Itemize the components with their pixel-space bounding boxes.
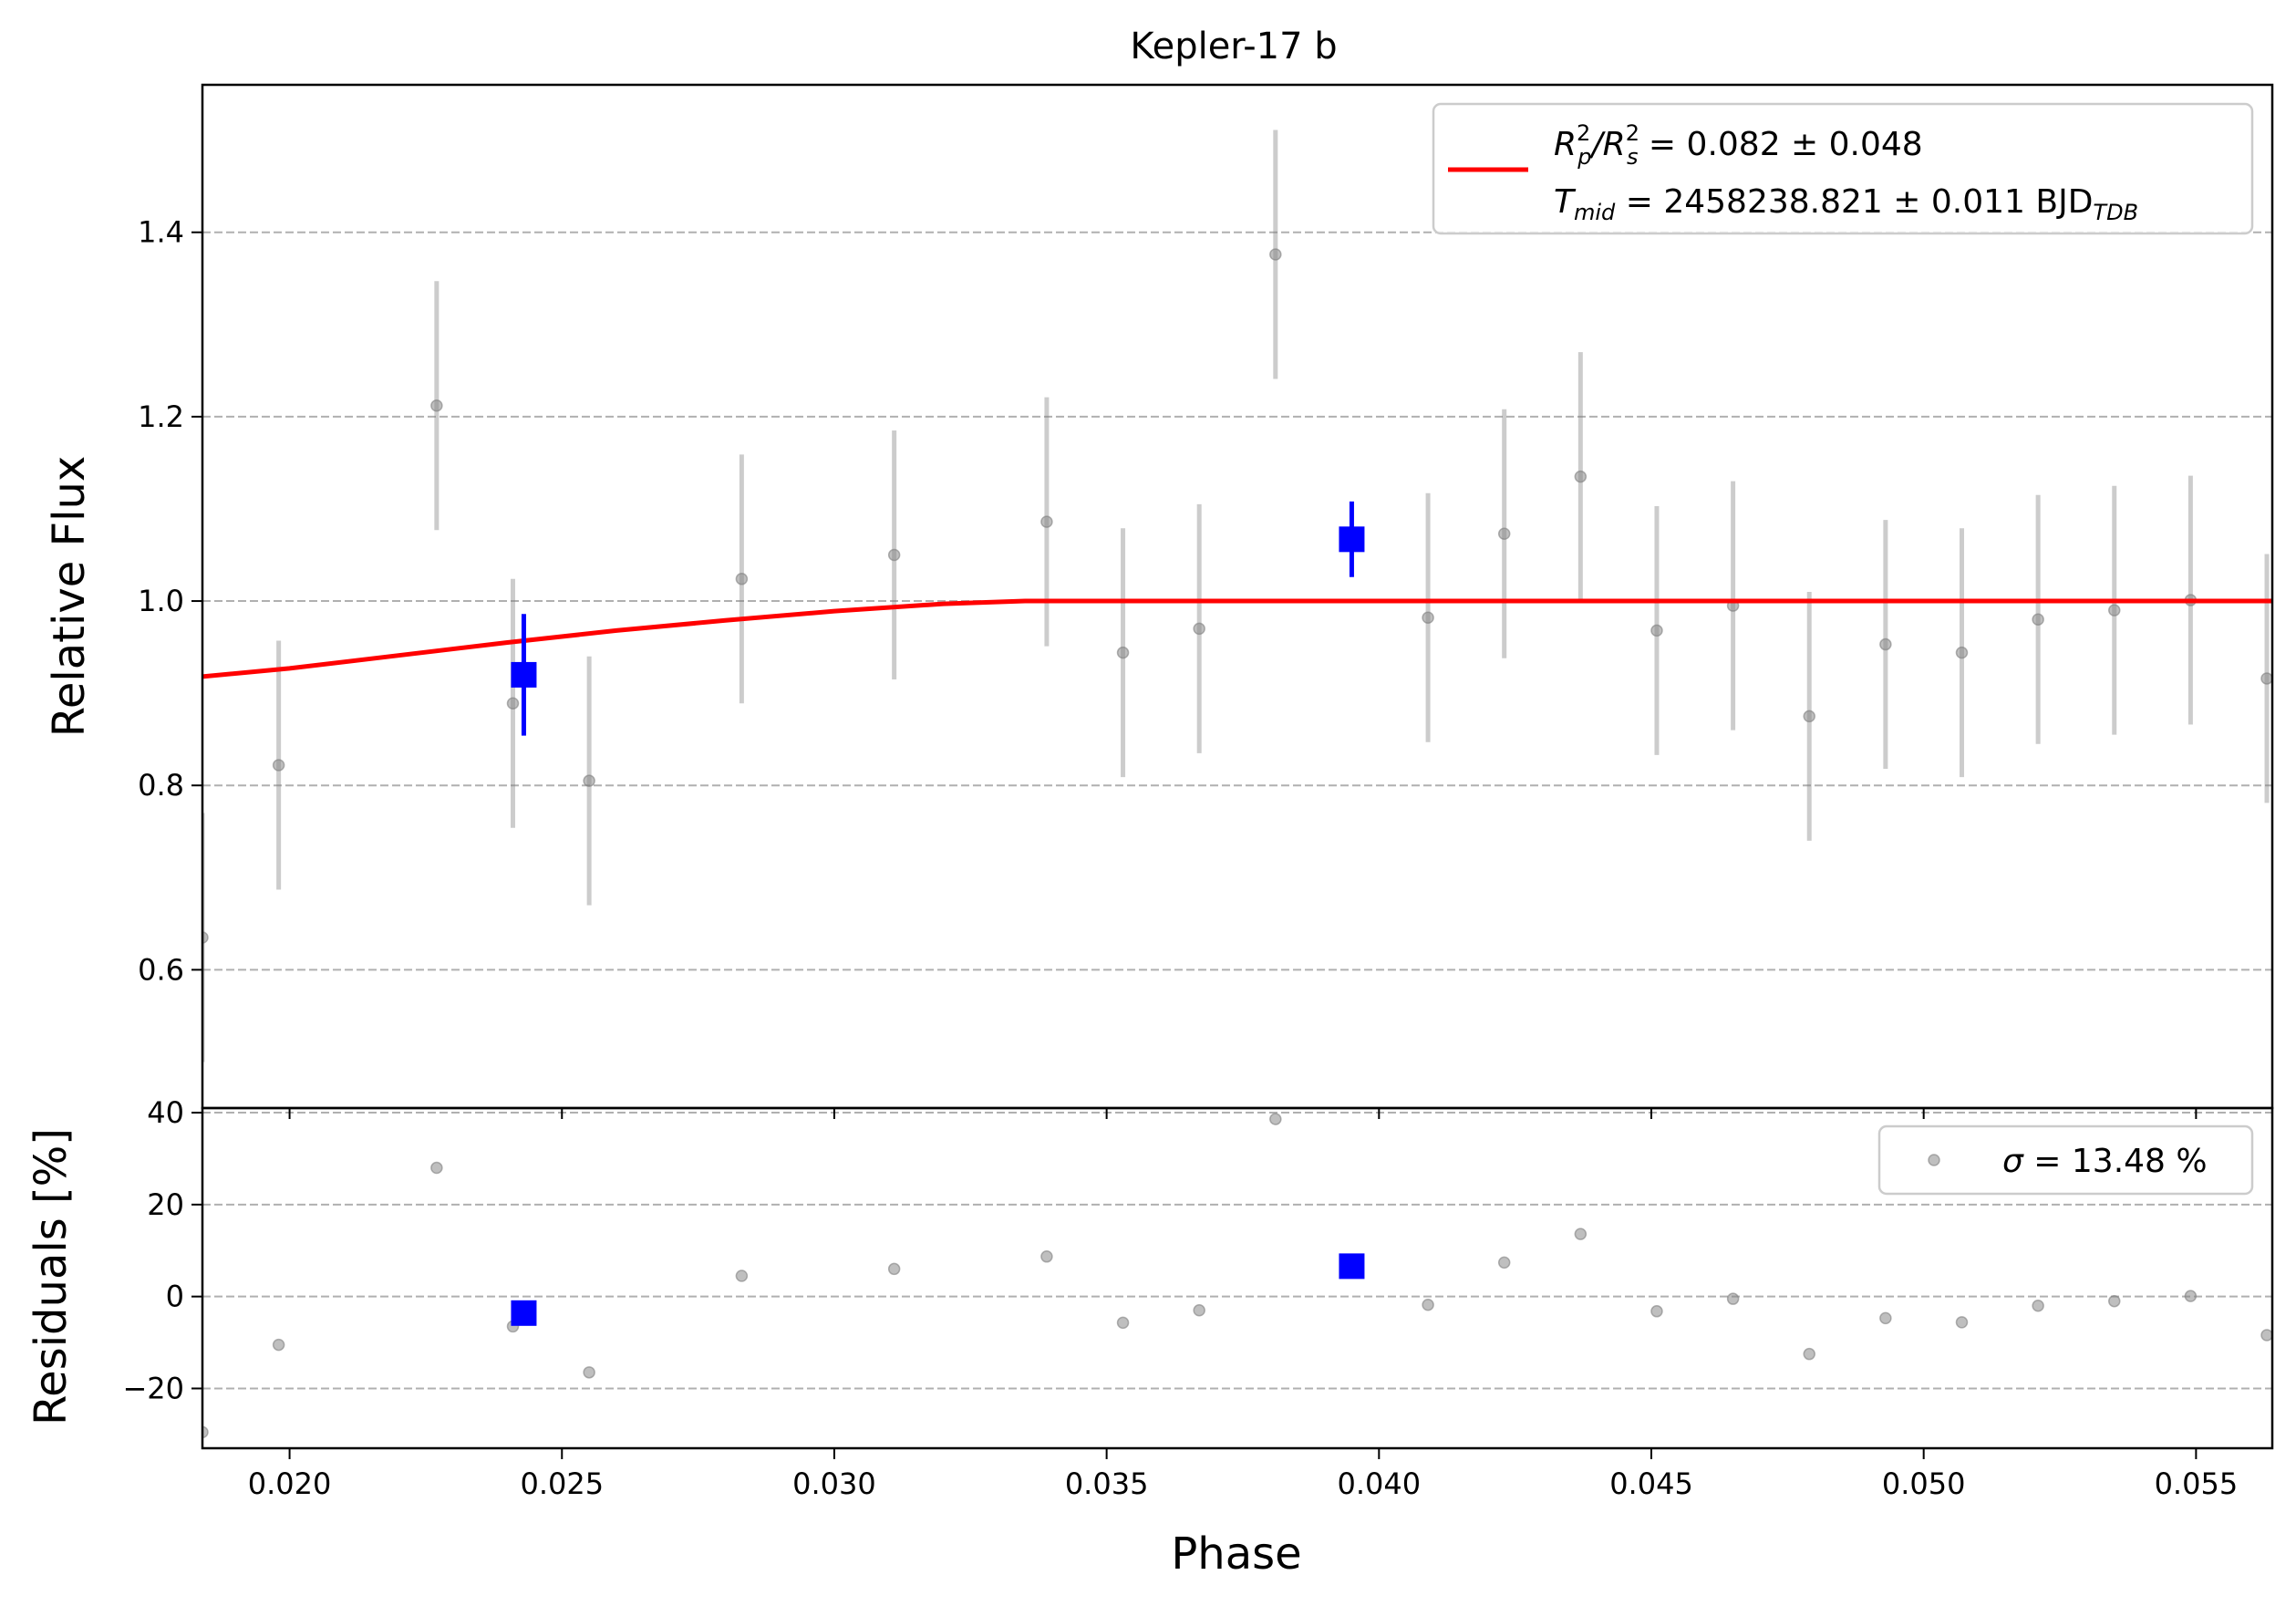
binned-residual-point: [511, 1300, 537, 1326]
residual-point: [1726, 1292, 1740, 1305]
x-tick-label: 0.035: [1065, 1466, 1149, 1501]
residual-point: [583, 1366, 595, 1379]
x-tick-label: 0.040: [1338, 1466, 1422, 1501]
flux-point: [2260, 672, 2272, 685]
flux-point: [430, 399, 443, 412]
flux-y-tick-label: 1.4: [138, 215, 184, 250]
flux-point: [1650, 624, 1663, 637]
binned-residual-point: [1339, 1253, 1365, 1280]
flux-y-tick-label: 0.8: [138, 768, 184, 803]
flux-point: [1269, 248, 1282, 261]
x-tick-label: 0.045: [1609, 1466, 1693, 1501]
residuals-legend: σ = 13.48 %: [1877, 1124, 2254, 1196]
flux-point: [1116, 646, 1130, 659]
flux-y-axis-ticks: 0.6 0.8 1.0 1.2 1.4: [138, 215, 202, 987]
flux-legend: R2 p/R2 s = 0.082 ± 0.048 Tmid = 2458238.8…: [1432, 102, 2254, 235]
flux-y-tick-label: 1.2: [138, 399, 184, 434]
chart-title: Kepler-17 b: [1130, 26, 1337, 67]
residuals-y-axis-label: Residuals [%]: [26, 1128, 77, 1425]
residual-point: [1422, 1298, 1434, 1311]
residual-point: [2032, 1299, 2044, 1312]
flux-point: [506, 697, 520, 710]
residual-point: [1116, 1316, 1130, 1330]
legend-residual-swatch: [1928, 1154, 1940, 1166]
residual-point: [887, 1262, 901, 1276]
x-tick-label: 0.025: [520, 1466, 604, 1501]
flux-point: [2032, 613, 2044, 627]
residuals-y-tick-label: 0: [166, 1280, 184, 1314]
flux-point: [735, 573, 749, 585]
flux-legend-box: [1432, 102, 2254, 235]
flux-point: [1574, 470, 1588, 483]
x-tick-label: 0.050: [1882, 1466, 1966, 1501]
residual-point: [1574, 1228, 1588, 1240]
residual-point: [1955, 1316, 1969, 1329]
residual-point: [2184, 1290, 2198, 1302]
residual-point: [1193, 1304, 1205, 1317]
flux-point: [1803, 710, 1815, 723]
residual-point: [1650, 1305, 1663, 1318]
residual-point: [1040, 1250, 1053, 1263]
legend-sigma: σ = 13.48 %: [2002, 1143, 2208, 1180]
residuals-y-tick-label: −20: [122, 1371, 184, 1405]
residual-point: [2260, 1329, 2272, 1342]
residual-point: [1803, 1347, 1815, 1361]
residuals-data-layer: [202, 1113, 2272, 1439]
residual-point: [735, 1269, 749, 1282]
residual-point: [1269, 1113, 1282, 1125]
residuals-axes-frame: [201, 1106, 2274, 1450]
x-tick-label: 0.055: [2155, 1466, 2239, 1501]
flux-point: [202, 931, 209, 944]
flux-panel: 0.6 0.8 1.0 1.2 1.4 Relative Flux R2 p/R2 s = …: [44, 83, 2274, 1110]
residuals-grid: [202, 1112, 2272, 1390]
x-tick-label: 0.030: [792, 1466, 876, 1501]
residual-point: [272, 1338, 285, 1352]
transit-model-line: [202, 598, 2272, 679]
flux-point: [1040, 515, 1053, 528]
residual-point: [430, 1161, 443, 1175]
flux-point: [1879, 637, 1892, 651]
flux-point: [887, 548, 901, 562]
residual-point: [1879, 1311, 1892, 1325]
residuals-legend-box: [1877, 1124, 2254, 1196]
legend-mid-transit: Tmid = 2458238.821 ± 0.011 BJDTDB: [1554, 183, 2138, 225]
flux-point: [272, 759, 285, 772]
x-tick-label: 0.020: [248, 1466, 332, 1501]
flux-point: [1497, 527, 1511, 541]
flux-point: [583, 774, 595, 787]
flux-y-tick-label: 0.6: [138, 952, 184, 987]
flux-y-tick-label: 1.0: [138, 584, 184, 618]
flux-point: [1955, 646, 1969, 659]
residual-point: [2108, 1294, 2121, 1308]
flux-point: [1422, 611, 1434, 624]
residual-point: [202, 1425, 209, 1439]
residual-point: [1497, 1256, 1511, 1269]
flux-point: [2108, 604, 2121, 616]
residuals-y-axis-ticks: −20 0 20 40: [122, 1095, 202, 1405]
residuals-y-tick-label: 20: [147, 1187, 184, 1222]
x-axis-ticks: 0.020 0.025 0.030 0.035 0.040 0.045 0.050 0.055: [248, 1108, 2238, 1501]
flux-data-layer: [202, 130, 2272, 1062]
legend-radius-ratio: R2 p/R2 s = 0.082 ± 0.048: [1554, 120, 1923, 170]
flux-point: [1193, 622, 1205, 636]
residuals-y-tick-label: 40: [147, 1095, 184, 1130]
binned-point: [511, 661, 537, 688]
flux-y-axis-label: Relative Flux: [44, 456, 95, 738]
binned-point: [1339, 526, 1365, 553]
x-axis-label: Phase: [1171, 1528, 1301, 1580]
